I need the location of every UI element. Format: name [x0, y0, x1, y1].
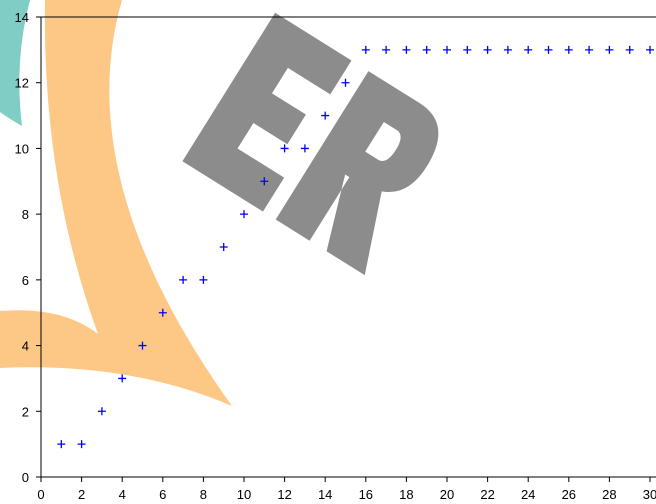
- marker: [97, 407, 106, 416]
- marker: [77, 440, 86, 449]
- x-tick-label: 30: [643, 487, 656, 502]
- x-tick-label: 6: [159, 487, 166, 502]
- x-tick-label: 12: [277, 487, 291, 502]
- marker: [138, 341, 147, 350]
- marker: [443, 45, 451, 54]
- x-tick-label: 24: [521, 487, 535, 502]
- marker: [219, 243, 228, 251]
- watermark-gray: [182, 12, 439, 276]
- y-tick-label: 12: [15, 76, 29, 91]
- marker: [564, 45, 573, 54]
- x-tick-label: 18: [399, 487, 413, 502]
- marker: [402, 45, 411, 54]
- marker: [361, 45, 370, 54]
- marker: [158, 308, 167, 317]
- watermark-orange: [0, 0, 232, 406]
- marker: [544, 45, 553, 54]
- marker: [280, 144, 289, 153]
- x-tick-label: 10: [237, 487, 251, 502]
- x-tick-label: 8: [200, 487, 207, 502]
- marker: [483, 45, 492, 54]
- marker: [503, 45, 512, 54]
- marker: [199, 275, 208, 284]
- marker: [57, 440, 66, 449]
- y-tick-label: 10: [15, 141, 29, 156]
- marker: [463, 45, 472, 54]
- x-tick-label: 16: [359, 487, 373, 502]
- marker: [605, 45, 614, 54]
- x-tick-label: 2: [78, 487, 85, 502]
- x-tick-label: 0: [37, 487, 44, 502]
- marker: [382, 45, 391, 54]
- x-tick-label: 14: [318, 487, 332, 502]
- y-tick-label: 2: [22, 404, 29, 419]
- marker: [321, 111, 330, 120]
- marker: [625, 45, 634, 54]
- marker: [260, 177, 269, 186]
- y-tick-label: 8: [22, 207, 29, 222]
- x-tick-label: 28: [602, 487, 616, 502]
- x-tick-label: 22: [480, 487, 494, 502]
- marker: [179, 275, 188, 284]
- marker: [118, 374, 127, 383]
- marker: [240, 210, 248, 219]
- marker: [585, 45, 594, 54]
- marker: [646, 45, 654, 54]
- y-tick-label: 14: [15, 10, 29, 25]
- y-tick-label: 4: [22, 339, 29, 354]
- marker: [422, 45, 431, 54]
- x-tick-label: 4: [119, 487, 126, 502]
- x-tick-label: 26: [562, 487, 576, 502]
- watermark-teal: [0, 0, 30, 126]
- marker: [300, 144, 309, 153]
- y-tick-label: 0: [22, 470, 29, 485]
- x-tick-label: 20: [440, 487, 454, 502]
- y-tick-label: 6: [22, 273, 29, 288]
- marker: [341, 78, 350, 87]
- marker: [524, 45, 533, 54]
